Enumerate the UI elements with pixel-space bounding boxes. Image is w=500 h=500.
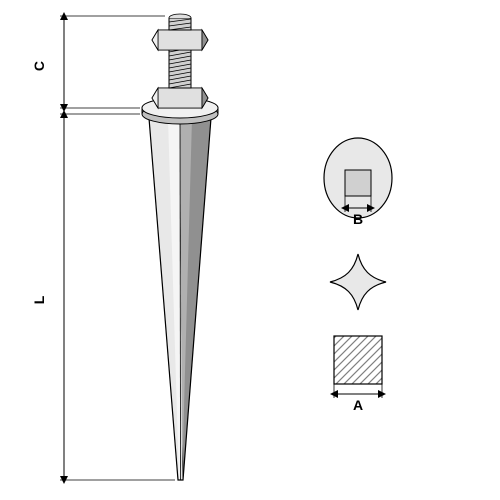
thread-cap bbox=[169, 14, 191, 30]
lower-nut bbox=[152, 88, 208, 108]
legend-oval: B bbox=[324, 138, 392, 227]
legend-cross bbox=[330, 254, 386, 310]
threaded-shaft bbox=[169, 48, 191, 88]
dimension-C: C bbox=[31, 16, 165, 108]
label-A: A bbox=[353, 397, 363, 413]
legend-square: A bbox=[334, 336, 382, 413]
label-L: L bbox=[31, 295, 47, 304]
upper-nut bbox=[152, 30, 208, 50]
spike bbox=[149, 118, 211, 480]
label-C: C bbox=[31, 61, 47, 71]
technical-drawing: L C B A bbox=[0, 0, 500, 500]
label-B: B bbox=[353, 211, 363, 227]
